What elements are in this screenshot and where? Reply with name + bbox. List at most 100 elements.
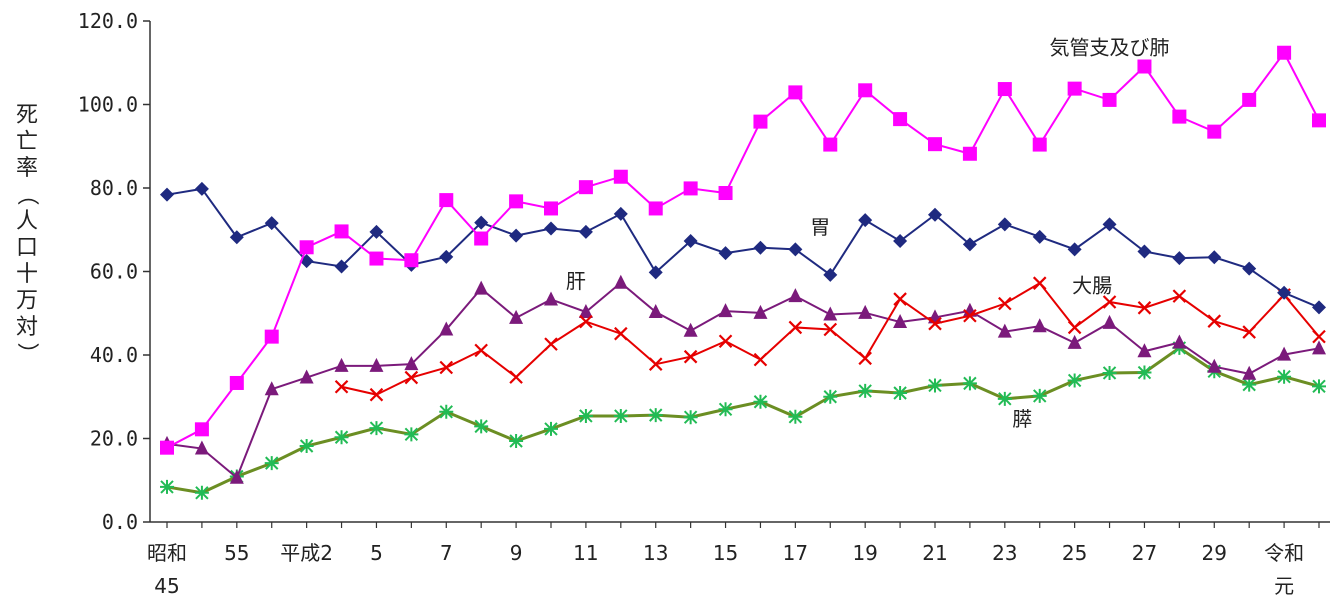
data-point: [718, 186, 733, 201]
data-point: [404, 253, 419, 268]
x-tick-label: 7: [440, 541, 453, 565]
data-point: [544, 337, 558, 351]
data-point: [1137, 343, 1152, 358]
data-point: [613, 169, 628, 184]
data-point: [160, 479, 174, 494]
data-point: [753, 352, 768, 367]
y-tick-label: 60.0: [90, 260, 138, 284]
data-point: [264, 456, 279, 471]
series-胃: [160, 181, 1326, 315]
data-point: [1137, 244, 1152, 259]
data-point: [753, 304, 768, 319]
data-point: [718, 246, 733, 261]
series-label: 気管支及び肺: [1050, 35, 1170, 59]
data-point: [1032, 229, 1047, 244]
series-気管支及び肺: [160, 45, 1326, 455]
data-point: [578, 303, 593, 318]
data-point: [683, 349, 698, 364]
x-tick-label: 昭和 45: [147, 541, 187, 598]
series-line: [166, 346, 1320, 495]
data-point: [683, 322, 698, 337]
data-point: [194, 485, 209, 500]
data-point: [160, 440, 174, 455]
series-label: 肝: [566, 269, 586, 293]
y-axis-label-char: 十: [16, 262, 38, 287]
data-point: [1277, 369, 1292, 384]
series-line: [166, 50, 1320, 449]
x-axis-ticks: 昭和 45 55 平成2 5 7 9 11 13 15 17 19 21 23 25 27 29 令和元: [147, 522, 1320, 598]
data-point: [614, 326, 628, 341]
data-point: [1172, 251, 1187, 266]
x-tick-label: 17: [783, 541, 808, 565]
data-point: [893, 385, 908, 400]
data-point: [299, 240, 314, 255]
data-point: [1207, 358, 1222, 373]
data-point: [1312, 329, 1326, 344]
data-point: [683, 234, 698, 249]
x-tick-label: 19: [852, 541, 877, 565]
x-tick-label: 23: [992, 541, 1017, 565]
data-point: [893, 234, 908, 249]
y-axis-label-char: 率: [16, 156, 38, 181]
x-tick-label: 15: [713, 541, 738, 565]
data-point: [718, 334, 733, 349]
data-point: [997, 82, 1012, 97]
data-point: [474, 215, 489, 230]
data-point: [509, 309, 524, 324]
data-point: [578, 180, 593, 195]
data-point: [788, 409, 803, 424]
data-point: [1102, 92, 1117, 107]
data-point: [823, 322, 838, 337]
data-point: [509, 228, 524, 243]
data-point: [683, 181, 698, 196]
data-point: [1312, 379, 1326, 394]
data-point: [1312, 340, 1326, 355]
data-point: [334, 224, 349, 239]
x-tick-label: 13: [643, 541, 668, 565]
series-label: 胃: [810, 215, 830, 239]
data-point: [858, 351, 872, 366]
data-point: [1312, 300, 1326, 315]
data-point: [1242, 377, 1257, 392]
series-大腸: [334, 276, 1326, 402]
data-point: [229, 469, 244, 484]
data-point: [1277, 45, 1292, 60]
y-axis-label-char: 死: [16, 103, 38, 128]
data-point: [998, 296, 1012, 311]
data-point: [613, 408, 628, 423]
data-point: [753, 114, 768, 129]
data-point: [404, 370, 419, 385]
data-point: [928, 207, 942, 222]
data-point: [1032, 318, 1047, 333]
data-point: [893, 314, 908, 329]
data-point: [753, 394, 768, 409]
data-point: [718, 303, 733, 318]
data-point: [578, 224, 593, 239]
data-point: [439, 321, 454, 336]
data-point: [648, 265, 663, 280]
data-point: [1102, 295, 1117, 309]
data-point: [648, 201, 663, 216]
data-point: [962, 376, 977, 391]
data-point: [1102, 217, 1117, 232]
data-point: [334, 259, 349, 274]
data-point: [858, 83, 873, 98]
data-point: [474, 419, 489, 434]
data-point: [544, 201, 558, 216]
x-tick-label: 55: [224, 541, 249, 565]
series-line: [166, 281, 1320, 480]
data-point: [1067, 334, 1082, 349]
y-tick-label: 100.0: [78, 93, 138, 117]
data-point: [1102, 365, 1117, 380]
x-tick-label: 9: [510, 541, 523, 565]
series-label: 膵: [1012, 407, 1032, 431]
data-point: [1312, 113, 1326, 128]
data-point: [1032, 388, 1047, 403]
y-axis-label-char: 人: [16, 209, 38, 234]
data-point: [753, 240, 768, 255]
data-point: [788, 242, 803, 257]
data-point: [1067, 320, 1082, 335]
data-point: [334, 379, 349, 394]
